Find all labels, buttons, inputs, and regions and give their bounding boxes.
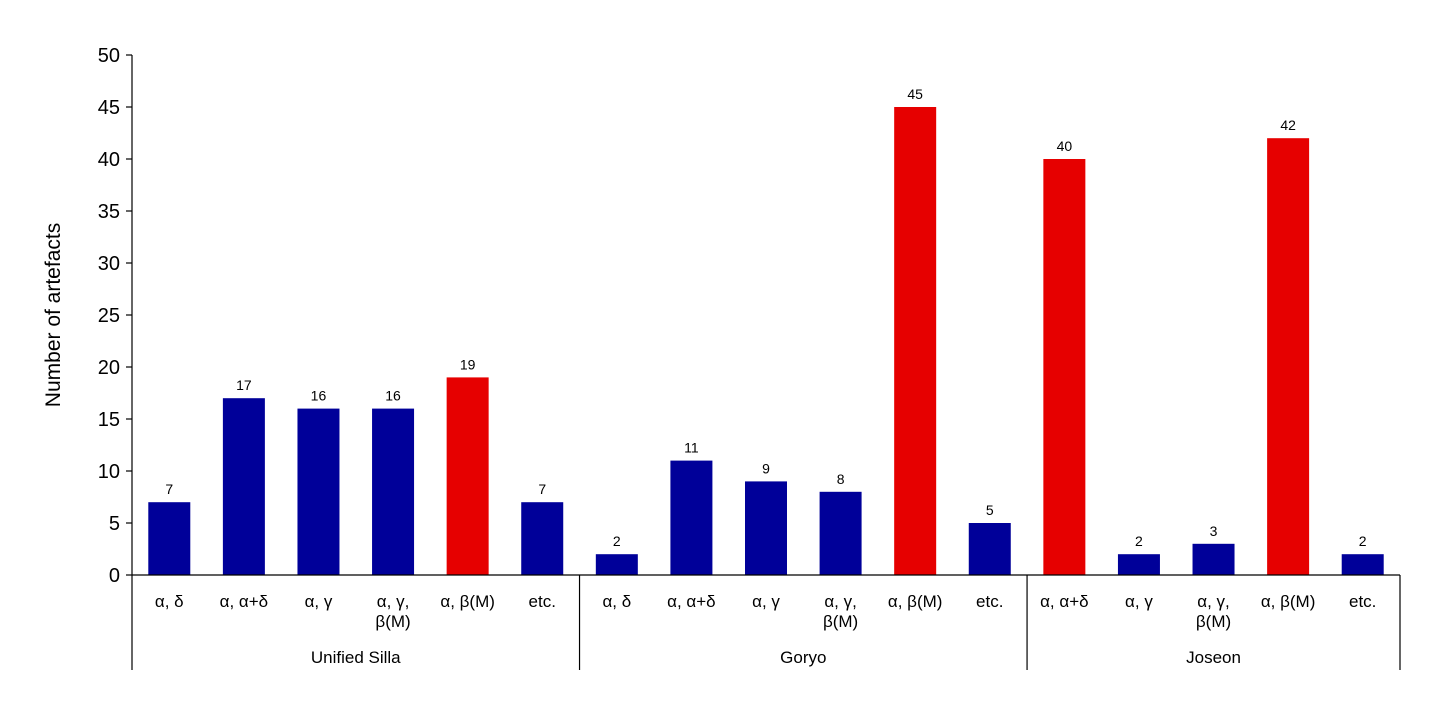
data-label: 2	[1135, 533, 1143, 549]
data-label: 45	[907, 86, 923, 102]
y-tick-label: 45	[98, 97, 120, 119]
y-axis-label: Number of artefacts	[42, 223, 65, 407]
bar	[1043, 159, 1086, 575]
category-label: etc.	[529, 592, 556, 611]
data-label: 42	[1280, 117, 1296, 133]
y-tick-label: 50	[98, 45, 120, 67]
group-label: Joseon	[1186, 648, 1241, 667]
data-label: 16	[385, 388, 401, 404]
bar	[1192, 543, 1235, 575]
bar	[595, 554, 638, 575]
category-label: α, γ	[752, 592, 780, 611]
bar	[819, 491, 862, 575]
category-label: α, γ,	[824, 592, 857, 611]
category-label: α, α+δ	[667, 592, 716, 611]
y-tick-label: 40	[98, 149, 120, 171]
bar	[670, 460, 713, 575]
y-tick-label: 0	[109, 565, 120, 587]
y-tick-label: 35	[98, 201, 120, 223]
category-label: α, α+δ	[220, 592, 269, 611]
category-label: α, γ	[305, 592, 333, 611]
bar	[745, 481, 787, 575]
data-label: 7	[538, 481, 546, 497]
bar	[894, 107, 937, 575]
category-label: α, δ	[155, 592, 184, 611]
category-label: α, γ,	[1197, 592, 1230, 611]
bar	[968, 523, 1011, 575]
data-label: 40	[1057, 138, 1073, 154]
category-label: α, α+δ	[1040, 592, 1089, 611]
category-label: β(M)	[823, 612, 858, 631]
y-tick-label: 5	[109, 513, 120, 535]
group-label: Goryo	[780, 648, 826, 667]
category-label: etc.	[976, 592, 1003, 611]
data-label: 2	[613, 533, 621, 549]
bar	[1341, 554, 1384, 575]
y-tick-label: 20	[98, 357, 120, 379]
data-label: 17	[236, 377, 252, 393]
category-label: α, β(M)	[888, 592, 943, 611]
category-label: α, δ	[602, 592, 631, 611]
bar	[372, 408, 415, 575]
bar	[446, 377, 489, 575]
data-label: 9	[762, 460, 770, 476]
bar	[148, 502, 191, 575]
y-tick-label: 15	[98, 409, 120, 431]
data-label: 16	[311, 388, 327, 404]
bar	[297, 408, 340, 575]
category-label: β(M)	[1196, 612, 1231, 631]
y-tick-label: 10	[98, 461, 120, 483]
data-label: 5	[986, 502, 994, 518]
category-label: α, γ	[1125, 592, 1153, 611]
data-label: 7	[165, 481, 173, 497]
bar	[1117, 554, 1160, 575]
group-label: Unified Silla	[311, 648, 401, 667]
bar	[1267, 138, 1310, 575]
data-label: 19	[460, 356, 476, 372]
y-tick-label: 30	[98, 253, 120, 275]
data-label: 8	[837, 471, 845, 487]
bar	[521, 502, 564, 575]
x-axis: α, δ α, α+δ α, γ α, γ,β(M)α, β(M) etc.Unifie…	[131, 574, 1401, 670]
category-label: β(M)	[375, 612, 410, 631]
y-tick-label: 25	[98, 305, 120, 327]
bars: 7 17 16 16 19 7 2 11 9 8 45 5 40 2 3 42 2	[148, 86, 1384, 575]
category-label: α, β(M)	[440, 592, 495, 611]
category-label: α, γ,	[377, 592, 410, 611]
data-label: 3	[1210, 523, 1218, 539]
y-axis: 0 5 10 15 20 25 30 35 40 45 50	[98, 45, 133, 587]
category-label: α, β(M)	[1261, 592, 1316, 611]
category-label: etc.	[1349, 592, 1376, 611]
data-label: 2	[1359, 533, 1367, 549]
bar	[222, 398, 265, 575]
data-label: 11	[684, 440, 699, 456]
